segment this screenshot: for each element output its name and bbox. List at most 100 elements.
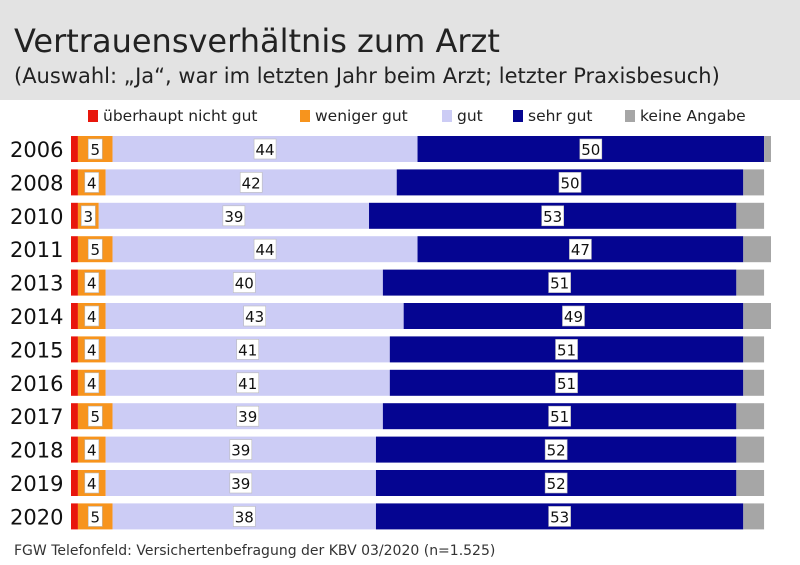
bar-segment-keine-angabe	[736, 470, 765, 496]
bar-segment-keine-angabe	[764, 136, 771, 162]
data-label-box	[232, 272, 256, 293]
data-label-box	[541, 205, 564, 227]
data-label-box	[239, 172, 263, 193]
chart-header: Vertrauensverhältnis zum Arzt (Auswahl: …	[0, 0, 800, 100]
bar-segment-ueberhaupt-nicht-gut	[71, 403, 78, 430]
data-label-box	[229, 439, 253, 460]
legend-swatch	[513, 110, 523, 122]
year-label: 2017	[10, 405, 63, 429]
chart-title: Vertrauensverhältnis zum Arzt	[14, 22, 500, 60]
year-label: 2010	[10, 205, 63, 229]
data-label: 5	[90, 408, 100, 426]
data-label-box	[579, 138, 603, 160]
data-label-box	[243, 305, 266, 327]
data-label: 4	[87, 442, 97, 460]
data-label-box	[548, 272, 571, 293]
bar-segment-ueberhaupt-nicht-gut	[71, 202, 78, 229]
data-label: 4	[87, 341, 97, 359]
bar-segment-keine-angabe	[743, 503, 765, 530]
legend-item-sehr-gut: sehr gut	[513, 104, 592, 128]
legend-item-keine-angabe: keine Angabe	[625, 104, 746, 128]
legend-label: überhaupt nicht gut	[103, 107, 258, 125]
data-label-box	[236, 405, 260, 427]
year-label: 2014	[10, 305, 63, 329]
data-label: 5	[90, 508, 100, 526]
bar-segment-ueberhaupt-nicht-gut	[71, 369, 78, 396]
bar-segment-keine-angabe	[736, 403, 765, 430]
bar-segment-keine-angabe	[743, 236, 771, 263]
data-label-box	[84, 472, 100, 494]
data-label-box	[569, 238, 592, 260]
data-label: 51	[550, 408, 569, 426]
bar-segment-ueberhaupt-nicht-gut	[71, 470, 78, 496]
data-label: 39	[238, 408, 257, 426]
year-label: 2018	[10, 439, 63, 463]
legend-swatch	[88, 110, 98, 122]
data-label: 41	[238, 375, 257, 393]
data-label-box	[253, 238, 277, 260]
data-label: 40	[235, 275, 254, 293]
data-label-box	[84, 339, 100, 360]
data-label: 50	[560, 174, 579, 192]
bar-segment-keine-angabe	[743, 336, 765, 363]
data-label: 4	[87, 375, 97, 393]
bar-segment-ueberhaupt-nicht-gut	[71, 236, 78, 263]
year-label: 2008	[10, 171, 63, 195]
data-label-box	[222, 205, 246, 227]
bar-segment-ueberhaupt-nicht-gut	[71, 136, 78, 162]
data-label-box	[84, 439, 100, 460]
source-note: FGW Telefonfeld: Versichertenbefragung d…	[14, 543, 496, 559]
data-label-box	[253, 138, 277, 160]
bar-segment-ueberhaupt-nicht-gut	[71, 503, 78, 530]
year-label: 2020	[10, 505, 63, 529]
bar-segment-keine-angabe	[736, 269, 765, 296]
legend-label: gut	[457, 107, 483, 125]
year-label: 2019	[10, 472, 63, 496]
legend-item-gut: gut	[442, 104, 483, 128]
data-label: 52	[547, 442, 566, 460]
data-label-box	[87, 405, 103, 427]
bar-segment-ueberhaupt-nicht-gut	[71, 169, 78, 196]
data-label: 4	[87, 174, 97, 192]
bar-segment-ueberhaupt-nicht-gut	[71, 303, 78, 329]
data-label: 49	[564, 308, 583, 326]
legend-swatch	[442, 110, 452, 122]
data-label-box	[236, 339, 260, 360]
data-label: 47	[571, 241, 590, 259]
data-label: 4	[87, 308, 97, 326]
data-label: 51	[557, 341, 576, 359]
data-label-box	[84, 372, 100, 394]
data-label-box	[81, 205, 96, 227]
data-label-box	[236, 372, 260, 394]
chart-subtitle: (Auswahl: „Ja“, war im letzten Jahr beim…	[14, 64, 720, 88]
data-label: 41	[238, 341, 257, 359]
data-label-box	[87, 138, 103, 160]
data-label-box	[87, 238, 103, 260]
legend-item-ueberhaupt-nicht-gut: überhaupt nicht gut	[88, 104, 258, 128]
data-label-box	[555, 372, 578, 394]
legend-label: sehr gut	[528, 107, 593, 125]
data-label-box	[84, 172, 100, 193]
data-label: 4	[87, 475, 97, 493]
legend-item-weniger-gut: weniger gut	[300, 104, 408, 128]
data-label-box	[548, 506, 571, 527]
data-label-box	[232, 506, 256, 527]
legend: überhaupt nicht gut weniger gut gut sehr…	[88, 104, 788, 130]
data-label: 5	[90, 141, 100, 159]
bar-segment-keine-angabe	[736, 436, 765, 463]
data-label: 38	[235, 508, 254, 526]
data-label-box	[544, 472, 568, 494]
data-label: 53	[543, 208, 562, 226]
bar-segment-keine-angabe	[736, 202, 765, 229]
data-label: 39	[231, 475, 250, 493]
data-label-box	[229, 472, 253, 494]
data-label-box	[562, 305, 585, 327]
bar-segment-keine-angabe	[743, 303, 771, 329]
data-label: 44	[256, 241, 275, 259]
data-label: 4	[87, 275, 97, 293]
legend-label: weniger gut	[315, 107, 408, 125]
data-label: 53	[550, 508, 569, 526]
data-label: 50	[581, 141, 600, 159]
